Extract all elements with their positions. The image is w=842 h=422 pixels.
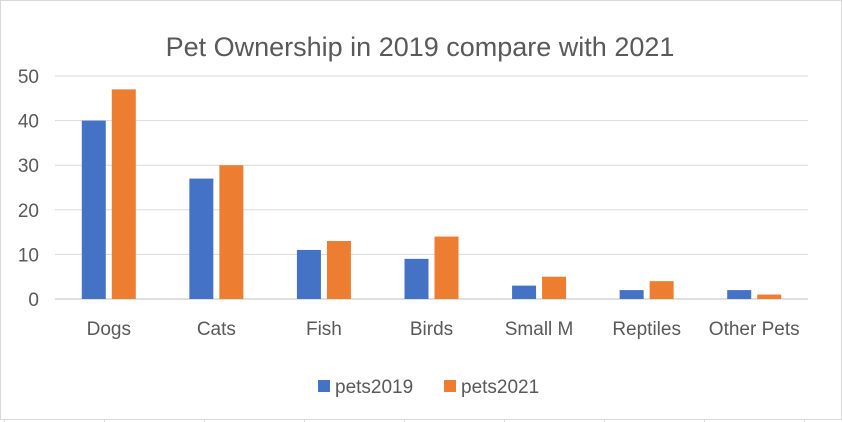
x-category-label: Reptiles xyxy=(612,319,681,340)
bar-pets2021-dogs[interactable] xyxy=(111,89,136,299)
legend-label-pets2019: pets2019 xyxy=(335,377,413,398)
bar-pets2021-small-m[interactable] xyxy=(542,276,567,299)
bar-pets2019-small-m[interactable] xyxy=(512,285,537,299)
bars xyxy=(81,89,782,299)
bar-pets2019-birds[interactable] xyxy=(404,258,429,299)
x-category-label: Dogs xyxy=(87,319,131,340)
y-tick-label: 50 xyxy=(18,67,39,88)
bar-pets2021-reptiles[interactable] xyxy=(649,281,674,299)
x-category-label: Small M xyxy=(505,319,574,340)
bar-pets2019-dogs[interactable] xyxy=(81,120,106,299)
bar-pets2019-fish[interactable] xyxy=(296,249,321,299)
x-axis-categories: Dogs Cats Fish Birds Small M Reptiles Other Pe… xyxy=(87,319,800,340)
y-tick-label: 20 xyxy=(18,201,39,222)
y-tick-label: 40 xyxy=(18,112,39,133)
legend: pets2019 pets2021 xyxy=(318,377,539,398)
bar-pets2019-cats[interactable] xyxy=(189,178,214,299)
legend-swatch-pets2021 xyxy=(444,380,456,392)
legend-label-pets2021: pets2021 xyxy=(461,377,539,398)
legend-swatch-pets2019 xyxy=(318,380,330,392)
bar-pets2021-fish[interactable] xyxy=(326,241,351,299)
bar-pets2019-other-pets[interactable] xyxy=(727,290,752,299)
y-axis-ticks: 0 10 20 30 40 50 xyxy=(18,67,39,311)
bar-pets2021-other-pets[interactable] xyxy=(757,294,782,299)
x-category-label: Cats xyxy=(197,319,236,340)
chart-title: Pet Ownership in 2019 compare with 2021 xyxy=(166,32,675,62)
y-tick-label: 10 xyxy=(18,245,39,266)
bar-pets2019-reptiles[interactable] xyxy=(619,290,644,299)
x-category-label: Fish xyxy=(306,319,342,340)
bar-pets2021-birds[interactable] xyxy=(434,236,459,299)
y-tick-label: 30 xyxy=(18,156,39,177)
x-category-label: Birds xyxy=(410,319,453,340)
bar-pets2021-cats[interactable] xyxy=(219,165,244,299)
x-category-label: Other Pets xyxy=(709,319,800,340)
gridlines xyxy=(55,75,808,300)
y-tick-label: 0 xyxy=(28,290,39,311)
